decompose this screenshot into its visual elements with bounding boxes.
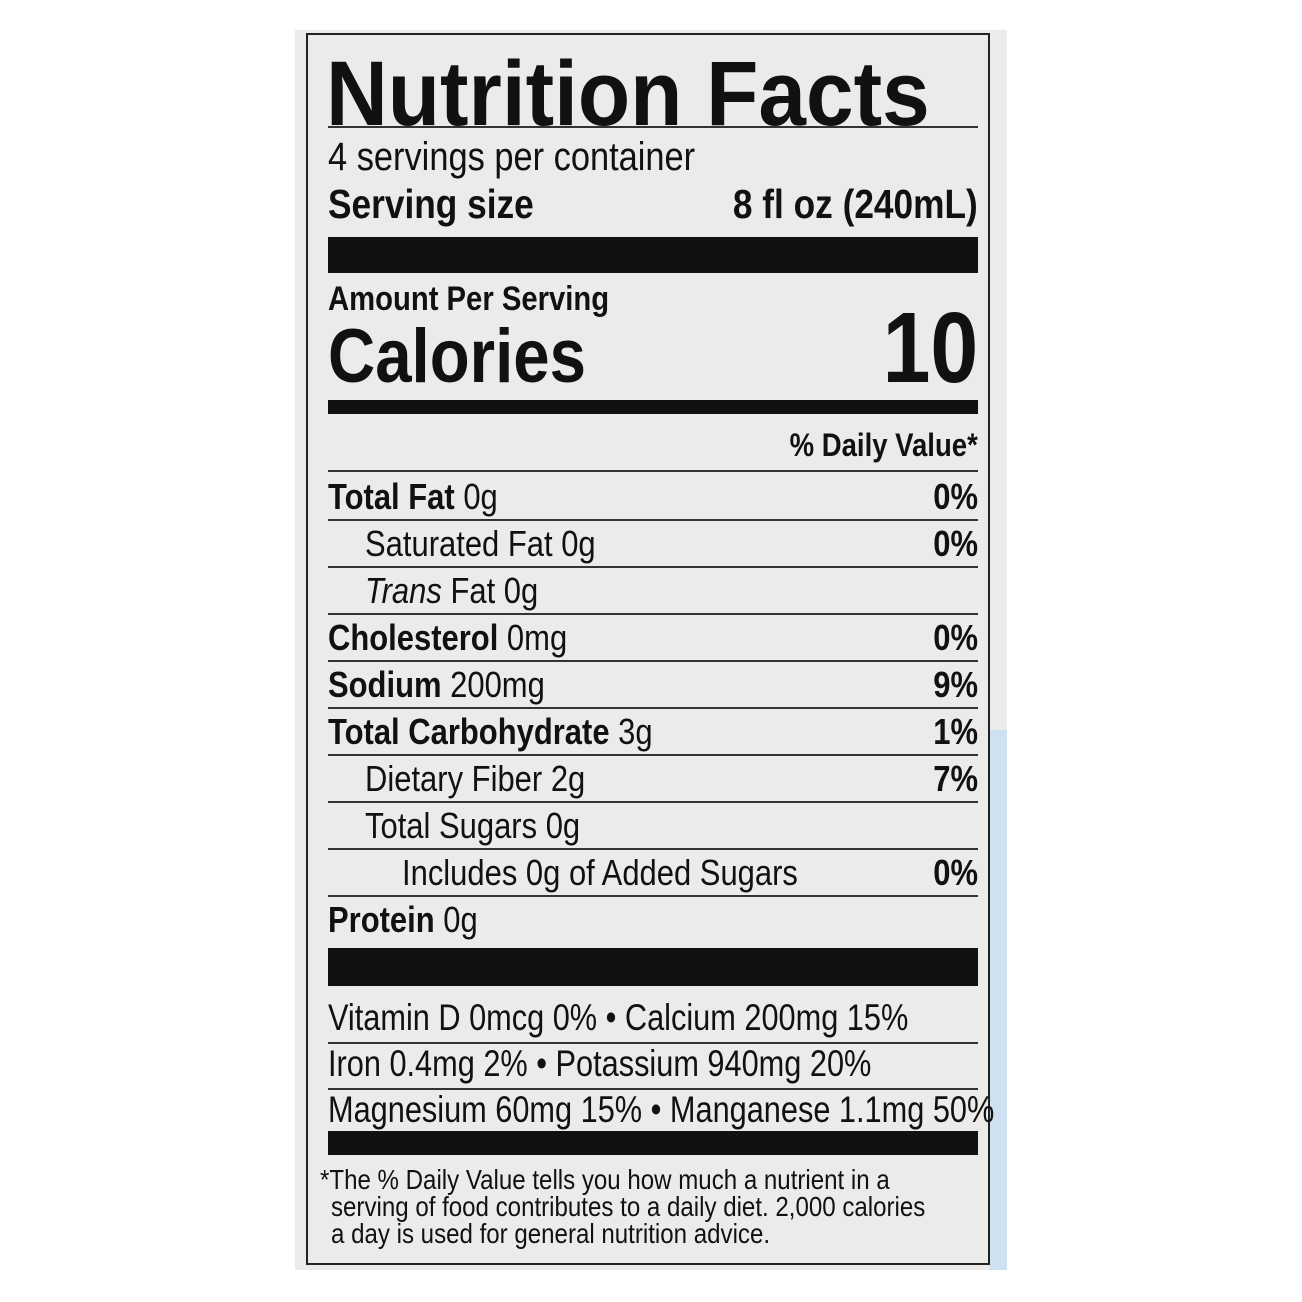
nutrient-name: Includes 0g of Added Sugars [402, 852, 798, 893]
nutrient-name: Saturated Fat [365, 523, 553, 564]
nutrient-daily-value: 0% [933, 523, 978, 564]
nutrient-label: Saturated Fat 0g [365, 522, 596, 566]
nutrient-label: Trans Fat 0g [365, 569, 538, 613]
divider [328, 707, 978, 709]
nutrient-label: Dietary Fiber 2g [365, 757, 585, 801]
amount-per-serving-text: Amount Per Serving [328, 280, 610, 318]
nutrient-name: Protein [328, 899, 435, 940]
serving-size-value: 8 fl oz (240mL) [733, 181, 978, 227]
footnote-line: serving of food contributes to a daily d… [331, 1191, 926, 1222]
thick-divider [328, 948, 978, 986]
calories-row: Calories 10 [328, 292, 978, 405]
label-background [295, 30, 1007, 1270]
nutrient-row: Protein 0g [328, 898, 978, 942]
nutrient-label: Total Fat 0g [328, 475, 498, 519]
nutrient-daily-value: 0% [933, 617, 978, 658]
nutrient-amount: 200mg [450, 664, 545, 705]
nutrient-label: Includes 0g of Added Sugars [402, 851, 798, 895]
nutrient-label: Sodium 200mg [328, 663, 545, 707]
divider [328, 895, 978, 897]
nutrient-daily-value: 9% [933, 664, 978, 705]
thick-divider [328, 237, 978, 273]
nutrient-name: Trans [365, 570, 442, 611]
nutrient-amount: 3g [618, 711, 653, 752]
servings-per-container: 4 servings per container [328, 134, 978, 180]
divider [328, 519, 978, 521]
nutrient-amount: 0g [443, 899, 478, 940]
divider [328, 566, 978, 568]
nutrient-name: Total Fat [328, 476, 455, 517]
daily-value-header-text: % Daily Value* [789, 427, 978, 463]
nutrient-name-suffix: Fat [450, 570, 496, 611]
vitamin-row: Vitamin D 0mcg 0% • Calcium 200mg 15% [328, 996, 978, 1040]
nutrient-amount: 0mg [506, 617, 568, 658]
nutrient-row: Sodium 200mg 9% [328, 663, 978, 707]
footnote-line: a day is used for general nutrition advi… [331, 1218, 771, 1249]
daily-value-header: % Daily Value* [328, 424, 978, 466]
nutrient-daily-value: 7% [933, 758, 978, 799]
divider [328, 660, 978, 662]
nutrient-label: Total Carbohydrate 3g [328, 710, 653, 754]
nutrient-label: Total Sugars 0g [365, 804, 580, 848]
nutrient-row: Trans Fat 0g [328, 569, 978, 613]
divider [328, 848, 978, 850]
calories-label: Calories [328, 314, 586, 399]
page-title: Nutrition Facts [326, 44, 975, 144]
nutrient-row: Total Carbohydrate 3g 1% [328, 710, 978, 754]
vitamin-row: Magnesium 60mg 15% • Manganese 1.1mg 50% [328, 1088, 994, 1132]
nutrition-facts-panel [306, 33, 990, 1265]
footnote: *The % Daily Value tells you how much a … [320, 1164, 1000, 1249]
divider [328, 470, 978, 472]
nutrient-row: Saturated Fat 0g 0% [328, 522, 978, 566]
nutrient-amount: 0g [545, 805, 581, 846]
divider [328, 1088, 978, 1090]
serving-size-row: Serving size 8 fl oz (240mL) [328, 180, 978, 228]
thick-divider [328, 1131, 978, 1155]
nutrient-amount: 0g [503, 570, 539, 611]
nutrient-amount: 0g [463, 476, 498, 517]
nutrient-daily-value: 0% [933, 476, 978, 517]
nutrient-name: Dietary Fiber [365, 758, 543, 799]
nutrient-row: Total Sugars 0g [328, 804, 978, 848]
nutrient-name: Cholesterol [328, 617, 499, 658]
vitamin-row: Iron 0.4mg 2% • Potassium 940mg 20% [328, 1042, 978, 1086]
divider [328, 754, 978, 756]
nutrient-daily-value: 0% [933, 852, 978, 893]
divider [328, 801, 978, 803]
vitamin-text: Magnesium 60mg 15% • Manganese 1.1mg 50% [328, 1089, 995, 1130]
nutrient-name: Total Sugars [365, 805, 538, 846]
nutrient-row: Includes 0g of Added Sugars 0% [328, 851, 978, 895]
calories-value: 10 [882, 292, 978, 404]
nutrient-row: Dietary Fiber 2g 7% [328, 757, 978, 801]
serving-size-label: Serving size [328, 181, 534, 227]
medium-divider [328, 400, 978, 414]
nutrient-daily-value: 1% [933, 711, 978, 752]
nutrient-amount: 0g [561, 523, 596, 564]
divider [328, 126, 978, 128]
footnote-line: *The % Daily Value tells you how much a … [320, 1164, 890, 1195]
amount-per-serving: Amount Per Serving [328, 278, 978, 320]
package-edge [990, 730, 1007, 1270]
servings-text: 4 servings per container [328, 135, 696, 179]
nutrient-label: Protein 0g [328, 898, 478, 942]
nutrient-row: Cholesterol 0mg 0% [328, 616, 978, 660]
nutrient-row: Total Fat 0g 0% [328, 475, 978, 519]
nutrient-amount: 2g [550, 758, 586, 799]
nutrient-name: Total Carbohydrate [328, 711, 610, 752]
title-text: Nutrition Facts [326, 43, 930, 145]
vitamin-text: Vitamin D 0mcg 0% • Calcium 200mg 15% [328, 997, 909, 1038]
vitamin-text: Iron 0.4mg 2% • Potassium 940mg 20% [328, 1043, 872, 1084]
nutrient-name: Sodium [328, 664, 442, 705]
divider [328, 613, 978, 615]
divider [328, 1042, 978, 1044]
nutrient-label: Cholesterol 0mg [328, 616, 567, 660]
